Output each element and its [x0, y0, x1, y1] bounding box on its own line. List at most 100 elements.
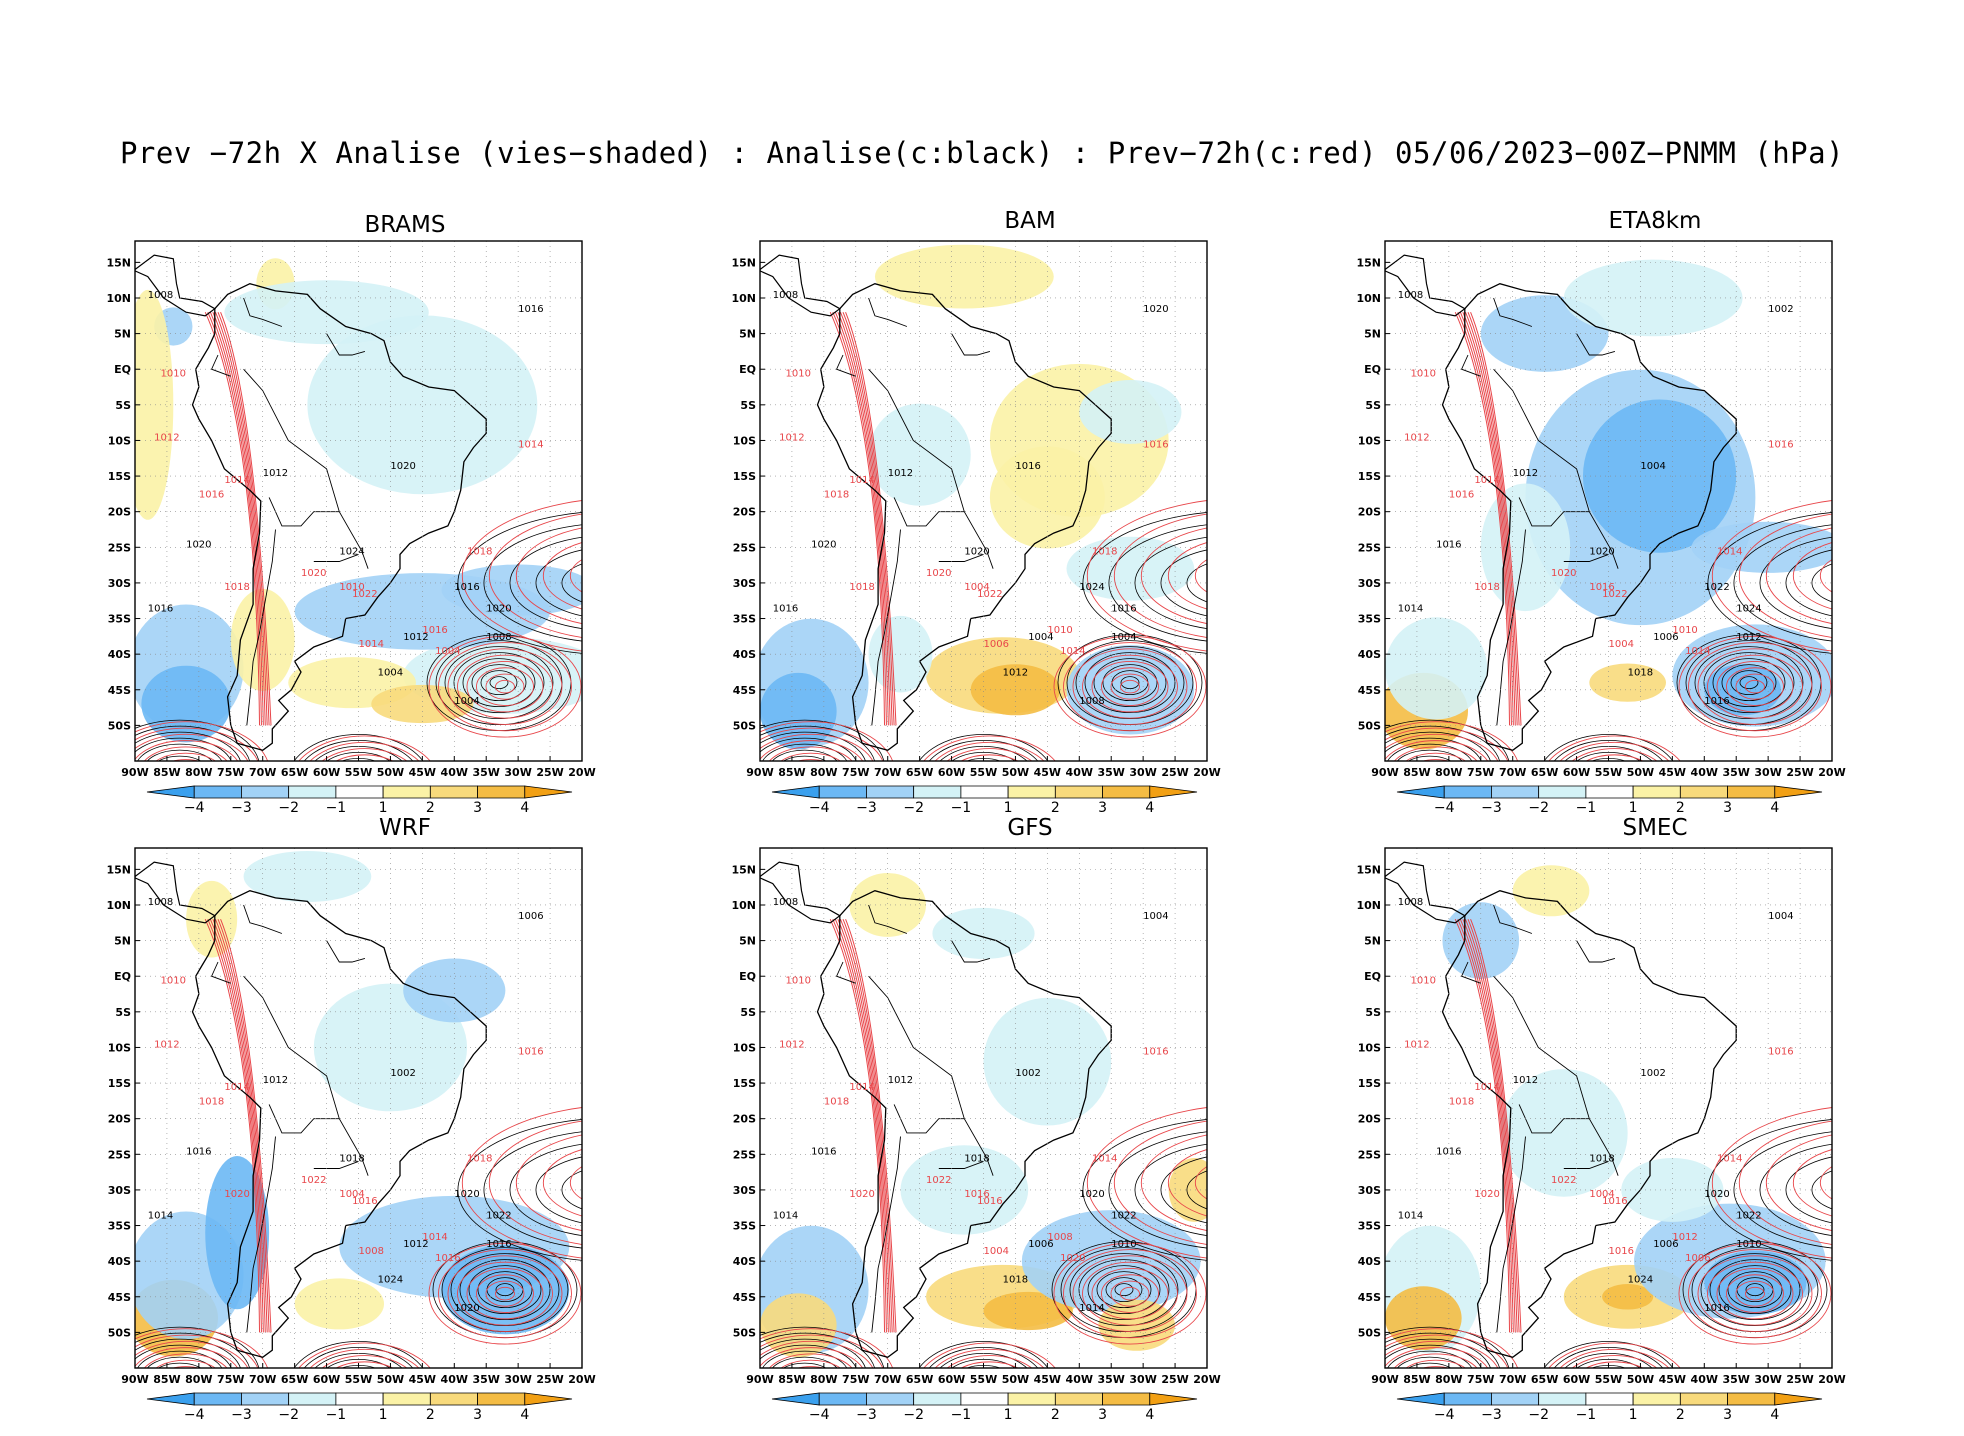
forecast-isobar: [1459, 312, 1514, 726]
forecast-isobar: [760, 1328, 894, 1368]
analysis-isobar: [1082, 1119, 1207, 1261]
forecast-isobar: [1467, 919, 1520, 1333]
forecast-isobar: [1421, 759, 1451, 761]
analysis-isobar: [1385, 1344, 1482, 1368]
forecast-isobar: [960, 1361, 1019, 1368]
forecast-isobar: [1847, 1170, 1901, 1196]
x-tick-label: 75W: [1467, 1373, 1494, 1386]
colorbar-segment: [1774, 785, 1823, 799]
analysis-contour-label: 1006: [1028, 1239, 1053, 1250]
forecast-isobar: [447, 648, 563, 725]
colorbar-segment: [477, 785, 526, 799]
forecast-isobar: [476, 667, 534, 706]
country-border: [246, 1136, 276, 1333]
analysis-isobar: [489, 676, 509, 690]
forecast-isobar: [143, 1353, 228, 1368]
analysis-contour-label: 1020: [454, 1189, 479, 1200]
forecast-isobar: [542, 542, 582, 610]
analysis-contour-label: 1002: [1768, 304, 1793, 315]
analysis-contour-label: 1024: [378, 1275, 403, 1286]
analysis-isobar: [1120, 676, 1140, 690]
anomaly-shading: [983, 1291, 1073, 1331]
analysis-isobar: [303, 1346, 414, 1368]
analysis-isobar: [760, 719, 885, 761]
colorbar-segment: [288, 1392, 337, 1406]
analysis-contour-label: 1004: [378, 668, 403, 679]
x-tick-label: 25W: [1161, 766, 1188, 779]
forecast-isobar: [207, 312, 262, 726]
x-tick-label: 35W: [1097, 766, 1124, 779]
analysis-isobar: [1397, 749, 1463, 761]
anomaly-shading: [760, 672, 837, 750]
analysis-isobar: [468, 1265, 542, 1315]
forecast-contour-label: 1016: [1609, 1246, 1634, 1257]
analysis-isobar: [1134, 536, 1207, 629]
forecast-isobar: [1222, 1170, 1276, 1196]
colorbar-segment: [1007, 1392, 1056, 1406]
country-border: [313, 553, 359, 562]
analysis-isobar: [1069, 1253, 1179, 1327]
y-tick-label: 40S: [1358, 1255, 1381, 1268]
anomaly-shading: [441, 564, 582, 616]
colorbar-label: −4: [1434, 1407, 1455, 1423]
x-tick-label: 20W: [1818, 1373, 1845, 1386]
colorbar-label: 1: [1629, 800, 1638, 816]
country-border: [835, 961, 856, 984]
anomaly-shading: [1168, 1157, 1207, 1222]
x-tick-label: 65W: [281, 1373, 308, 1386]
panel-title: ETA8km: [1608, 208, 1702, 234]
y-tick-label: 35S: [108, 613, 131, 626]
forecast-isobar: [1678, 1242, 1832, 1345]
analysis-isobar: [1075, 646, 1185, 720]
forecast-isobar: [461, 500, 582, 652]
forecast-isobar: [1571, 1355, 1658, 1368]
analysis-contour-label: 1004: [1111, 632, 1136, 643]
analysis-contour-label: 1012: [1003, 668, 1028, 679]
map-area: 1008101210141016101810201022102410201016…: [135, 848, 582, 1368]
forecast-contour-label: 1022: [352, 589, 377, 600]
y-tick-label: 15S: [733, 470, 756, 483]
x-tick-label: 80W: [810, 1373, 837, 1386]
anomaly-shading: [135, 289, 174, 520]
forecast-isobar: [1571, 748, 1658, 761]
forecast-contour-label: 1014: [359, 639, 384, 650]
panel-eta8km: 1008 1012 1014 1016 1020 1022 1024 1018 1016 1012…: [1355, 208, 1955, 818]
analysis-isobar: [1385, 719, 1510, 761]
y-tick-label: 35S: [1358, 1220, 1381, 1233]
analysis-isobar: [1084, 652, 1176, 714]
forecast-isobar: [1457, 919, 1512, 1333]
forecast-contour-label: 1016: [1768, 440, 1793, 451]
forecast-isobar: [204, 312, 261, 726]
forecast-isobar: [569, 559, 582, 593]
analysis-isobar: [1408, 755, 1452, 761]
colorbar-label: 2: [1676, 800, 1685, 816]
x-tick-label: 85W: [153, 766, 180, 779]
analysis-contour-label: 1022: [1111, 1210, 1136, 1221]
country-border: [268, 497, 340, 527]
x-tick-label: 90W: [1371, 766, 1398, 779]
y-tick-label: 15S: [108, 470, 131, 483]
colorbar-label: 2: [426, 1407, 435, 1423]
y-tick-label: 35S: [108, 1220, 131, 1233]
x-tick-label: 85W: [778, 766, 805, 779]
y-tick-label: 30S: [108, 577, 131, 590]
colorbar-label: 3: [473, 1407, 482, 1423]
colorbar-segment: [1727, 1392, 1776, 1406]
country-border: [326, 333, 366, 356]
analysis-isobar: [1082, 512, 1207, 654]
anomaly-shading: [983, 997, 1112, 1126]
y-tick-label: 35S: [1358, 613, 1381, 626]
analysis-isobar: [303, 739, 414, 761]
forecast-contour-label: 1022: [1602, 589, 1627, 600]
x-tick-label: 50W: [1002, 766, 1029, 779]
x-tick-label: 30W: [504, 1373, 531, 1386]
analysis-isobar: [1108, 1131, 1207, 1249]
x-tick-label: 70W: [1499, 1373, 1526, 1386]
x-tick-label: 80W: [810, 766, 837, 779]
forecast-isobar: [834, 919, 889, 1333]
colorbar-segment: [1149, 785, 1198, 799]
analysis-isobar: [1703, 652, 1795, 714]
analysis-contour-label: 1008: [148, 290, 173, 301]
analysis-isobar: [158, 1362, 202, 1368]
forecast-contour-label: 1016: [977, 1196, 1002, 1207]
